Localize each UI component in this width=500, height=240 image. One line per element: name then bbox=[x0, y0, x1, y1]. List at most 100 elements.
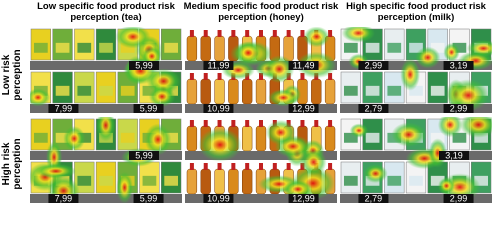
price-tag bbox=[48, 194, 79, 203]
product-label bbox=[344, 132, 358, 143]
gaze-heat bbox=[146, 68, 181, 94]
product-label bbox=[77, 175, 92, 186]
price-label: 5,99 bbox=[140, 194, 158, 204]
price-tag bbox=[288, 61, 319, 70]
product-cap bbox=[259, 73, 263, 80]
price-tag bbox=[288, 104, 319, 113]
product-label bbox=[120, 85, 135, 96]
product-label bbox=[55, 42, 70, 53]
price-label: 5,99 bbox=[135, 151, 153, 161]
column-title: Medium specific food product risk percep… bbox=[183, 1, 339, 23]
heatmap-panel: 10,99 12,99 bbox=[185, 117, 337, 203]
price-tag bbox=[129, 151, 159, 160]
gaze-heat bbox=[303, 27, 330, 48]
gaze-heat bbox=[116, 171, 133, 203]
product-label bbox=[365, 85, 380, 96]
price-label: 7,99 bbox=[55, 104, 73, 114]
gaze-heat bbox=[235, 41, 262, 65]
row-label: Low risk perception bbox=[1, 49, 23, 101]
product bbox=[214, 35, 225, 62]
product-label bbox=[387, 175, 402, 186]
product-label bbox=[77, 42, 92, 53]
gaze-heat bbox=[283, 180, 313, 199]
shelf-strip bbox=[185, 104, 337, 113]
price-label: 12,99 bbox=[292, 194, 315, 204]
product bbox=[186, 168, 198, 195]
product-cap bbox=[245, 163, 250, 170]
gaze-heat bbox=[443, 42, 460, 62]
product-label bbox=[55, 132, 70, 143]
price-label: 10,99 bbox=[207, 194, 230, 204]
product-cap bbox=[300, 120, 305, 127]
product-cap bbox=[328, 163, 333, 170]
product-label bbox=[430, 85, 445, 96]
product-cap bbox=[189, 73, 194, 80]
figure: Low specific food product risk perceptio… bbox=[1, 1, 492, 204]
gaze-heat bbox=[144, 123, 172, 156]
product-cap bbox=[300, 30, 305, 37]
price-label: 2,99 bbox=[450, 194, 468, 204]
product bbox=[228, 168, 239, 195]
product-label bbox=[142, 85, 157, 96]
gaze-heat bbox=[268, 89, 299, 107]
product-cap bbox=[328, 120, 333, 127]
gaze-heat bbox=[264, 55, 295, 84]
column-title: High specific food product risk percepti… bbox=[346, 1, 486, 23]
product bbox=[214, 168, 225, 195]
product bbox=[186, 78, 198, 105]
gaze-heat bbox=[198, 127, 242, 162]
price-label: 2,79 bbox=[365, 104, 383, 114]
product-label bbox=[409, 175, 423, 186]
gaze-heat bbox=[415, 46, 441, 69]
price-tag bbox=[133, 194, 164, 203]
price-tag bbox=[133, 104, 164, 113]
price-label: 10,99 bbox=[207, 104, 230, 114]
gaze-heat bbox=[265, 119, 296, 146]
product-label bbox=[99, 175, 113, 186]
product-cap bbox=[286, 163, 291, 170]
product-label bbox=[452, 132, 467, 143]
price-tag bbox=[288, 194, 319, 203]
shelf-strip bbox=[30, 194, 182, 203]
product-cap bbox=[217, 163, 222, 170]
product bbox=[242, 168, 253, 195]
price-tag bbox=[129, 61, 159, 70]
product bbox=[311, 78, 322, 105]
product bbox=[214, 78, 225, 105]
heatmap-panel: 2,99 3,19 2,79 2,99 bbox=[340, 27, 492, 113]
gaze-heat bbox=[349, 123, 369, 138]
product-cap bbox=[203, 163, 208, 170]
product bbox=[186, 125, 198, 152]
price-tag bbox=[358, 104, 389, 113]
product-cap bbox=[259, 120, 263, 127]
gaze-heat bbox=[391, 122, 427, 147]
product-label bbox=[55, 85, 70, 96]
gaze-heat bbox=[428, 138, 447, 168]
product bbox=[228, 78, 239, 105]
price-label: 12,99 bbox=[292, 104, 315, 114]
product-cap bbox=[314, 120, 319, 127]
shelf-strip bbox=[185, 151, 337, 160]
product-label bbox=[344, 42, 358, 53]
price-tag bbox=[203, 194, 234, 203]
product-label bbox=[34, 132, 48, 143]
product-label bbox=[99, 42, 113, 53]
price-tag bbox=[48, 104, 79, 113]
product-cap bbox=[328, 73, 333, 80]
product-cap bbox=[259, 163, 263, 170]
product-label bbox=[430, 132, 445, 143]
product bbox=[200, 78, 211, 105]
row-label: High risk perception bbox=[1, 138, 23, 190]
product-cap bbox=[272, 163, 277, 170]
price-tag bbox=[203, 61, 234, 70]
product bbox=[242, 78, 253, 105]
gaze-heat bbox=[96, 117, 116, 142]
product-label bbox=[120, 132, 135, 143]
gaze-heat bbox=[400, 58, 421, 91]
shelf-strip bbox=[30, 151, 182, 160]
gaze-heat bbox=[341, 27, 375, 43]
product-label bbox=[164, 42, 178, 53]
product-label bbox=[452, 42, 467, 53]
product-label bbox=[34, 42, 48, 53]
product-cap bbox=[231, 163, 236, 170]
